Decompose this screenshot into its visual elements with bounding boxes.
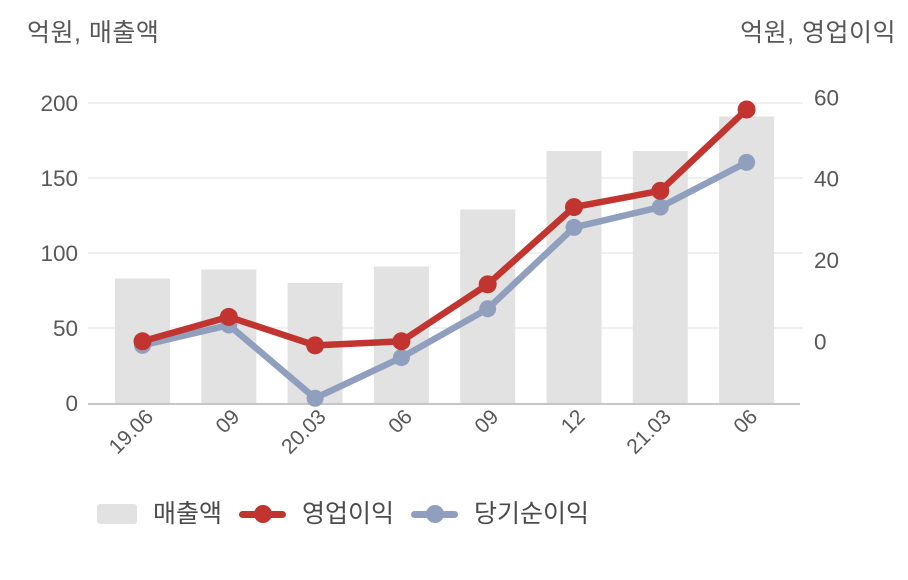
revenue-bars: [115, 116, 775, 403]
legend-item-operating-profit: 영업이익: [239, 500, 394, 528]
left-tick-label: 200: [40, 91, 78, 116]
legend-label-operating-profit: 영업이익: [302, 500, 395, 528]
x-tick-label: 06: [729, 405, 762, 438]
data-point: [219, 307, 238, 326]
x-tick-label: 20.03: [277, 405, 330, 458]
data-point: [478, 275, 497, 294]
data-point: [651, 181, 670, 200]
left-tick-label: 100: [40, 241, 78, 266]
legend-label-revenue: 매출액: [153, 500, 223, 528]
data-point: [392, 349, 410, 367]
left-tick-label: 150: [40, 166, 78, 191]
legend-label-net-profit: 당기순이익: [474, 500, 590, 528]
data-point: [737, 100, 756, 119]
operating-profit-swatch-icon: [239, 504, 287, 524]
x-axis-tick-labels: 19.06 09 20.03 06 09 12 21.03 06: [105, 405, 763, 458]
left-axis-title: 억원, 매출액: [27, 19, 160, 47]
operating-profit-line: [139, 106, 750, 349]
revenue-bar: [546, 151, 602, 403]
right-tick-label: 60: [814, 85, 839, 110]
data-point: [392, 332, 411, 351]
data-point: [306, 389, 324, 407]
chart-legend: 매출액 영업이익 당기순이익: [97, 500, 589, 528]
data-point: [565, 218, 583, 236]
data-point: [306, 336, 325, 355]
data-point: [651, 198, 669, 216]
x-tick-label: 06: [384, 405, 417, 438]
x-tick-label: 19.06: [105, 405, 158, 458]
x-tick-label: 09: [470, 405, 503, 438]
series-lines: [133, 100, 756, 407]
left-axis-tick-labels: 0 50 100 150 200: [40, 91, 78, 416]
right-axis-title: 억원, 영업이익: [740, 19, 896, 47]
x-tick-label: 12: [557, 405, 590, 438]
left-tick-label: 50: [53, 316, 78, 341]
right-tick-label: 40: [814, 167, 839, 192]
right-tick-label: 0: [814, 329, 827, 354]
data-point: [738, 153, 756, 171]
revenue-bar: [201, 269, 257, 403]
revenue-swatch-icon: [97, 504, 137, 524]
x-tick-label: 09: [212, 405, 245, 438]
data-point: [479, 300, 497, 318]
legend-item-revenue: 매출액: [97, 500, 222, 528]
net-profit-line: [139, 159, 750, 402]
data-point: [565, 198, 583, 217]
right-axis-tick-labels: 0 20 40 60: [814, 85, 839, 354]
legend-item-net-profit: 당기순이익: [411, 500, 589, 528]
left-tick-label: 0: [65, 391, 78, 416]
gridlines: [88, 102, 803, 329]
data-point: [133, 332, 152, 351]
right-tick-label: 20: [814, 248, 839, 273]
x-tick-label: 21.03: [622, 405, 675, 458]
net-profit-swatch-icon: [411, 504, 459, 524]
